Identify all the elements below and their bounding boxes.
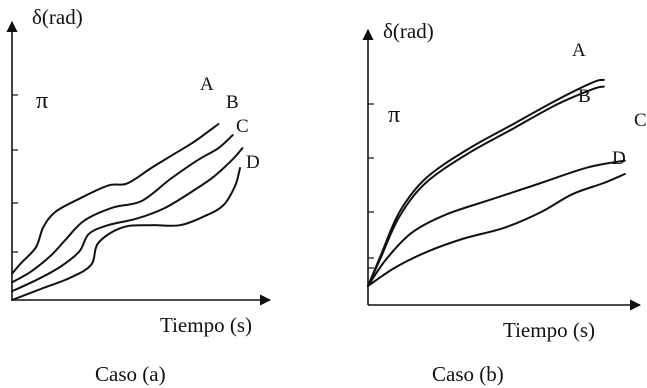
x-axis-label-a: Tiempo (s)	[160, 313, 252, 337]
y-axis-label-a: δ(rad)	[32, 5, 83, 29]
curve-a-d	[11, 167, 241, 301]
y-axis-label-b: δ(rad)	[383, 19, 434, 43]
y-tick-label-pi-a: π	[36, 88, 48, 114]
curve-b-d	[367, 173, 626, 287]
curve-a-b	[11, 134, 234, 284]
series-label-b-b: B	[578, 86, 591, 107]
curve-a-a	[11, 123, 220, 275]
series-label-a-a: A	[200, 74, 214, 95]
series-label-a-b: B	[226, 92, 239, 113]
x-axis-label-b: Tiempo (s)	[503, 318, 595, 342]
series-label-a-c: C	[236, 116, 249, 137]
series-label-b-a: A	[572, 40, 586, 61]
y-tick-label-pi-b: π	[388, 102, 400, 128]
series-labels-b: A B CD	[572, 40, 647, 169]
curve-b-a	[367, 78, 605, 287]
series-label-b-d: D	[612, 148, 626, 169]
series-label-b-c: C	[634, 110, 647, 131]
caption-b: Caso (b)	[432, 362, 504, 386]
curve-b-c	[367, 159, 626, 287]
curve-b-b	[367, 85, 605, 287]
curves-a	[11, 123, 244, 301]
curves-b	[367, 78, 626, 287]
panel-b: δ(rad) π Tiempo (s) Caso (b) A B CD	[362, 19, 647, 386]
caption-a: Caso (a)	[95, 362, 166, 386]
curve-a-c	[11, 147, 244, 293]
series-label-a-d: D	[246, 152, 260, 173]
